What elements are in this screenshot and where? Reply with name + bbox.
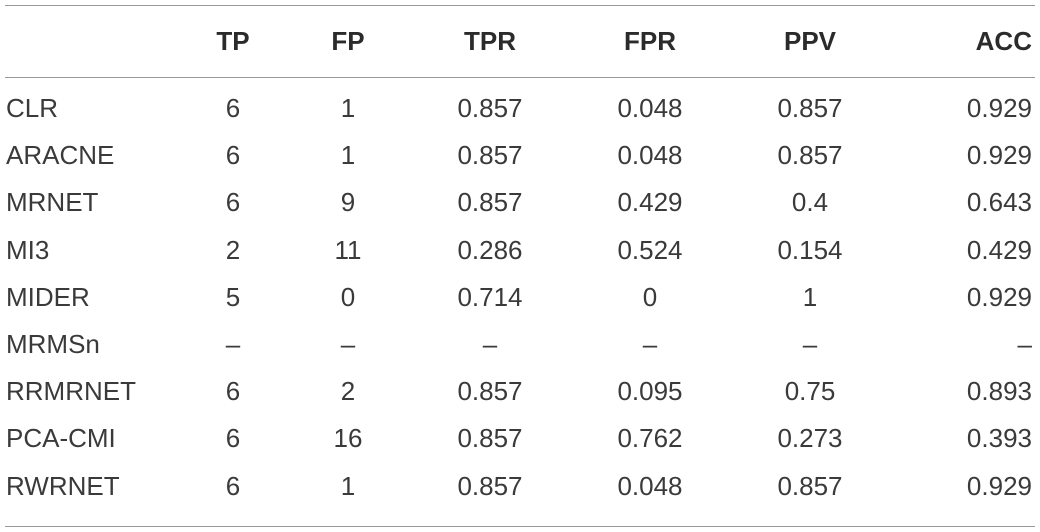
table-row: ARACNE 6 1 0.857 0.048 0.857 0.929 [0, 132, 1040, 179]
cell-acc: 0.643 [966, 187, 1032, 218]
table-row: CLR 6 1 0.857 0.048 0.857 0.929 [0, 77, 1040, 132]
cell-fpr: – [642, 329, 658, 360]
table-row: MI3 2 11 0.286 0.524 0.154 0.429 [0, 227, 1040, 274]
cell-method: RRMRNET [6, 376, 136, 407]
cell-fpr: 0.048 [617, 93, 683, 124]
table-row: RRMRNET 6 2 0.857 0.095 0.75 0.893 [0, 368, 1040, 415]
cell-fp: 11 [334, 234, 362, 265]
cell-fp: 2 [340, 376, 356, 407]
header-fpr: FPR [624, 26, 676, 56]
cell-tpr: 0.857 [457, 470, 523, 501]
table-header: TP FP TPR FPR PPV ACC [0, 6, 1040, 77]
cell-tp: 6 [225, 93, 241, 124]
cell-method: MRNET [6, 187, 99, 218]
cell-fp: 1 [340, 140, 356, 171]
cell-fp: 1 [340, 470, 356, 501]
header-row: TP FP TPR FPR PPV ACC [0, 6, 1040, 77]
cell-tpr: 0.857 [457, 93, 523, 124]
cell-fpr: 0.048 [617, 140, 683, 171]
cell-tp: 6 [225, 376, 241, 407]
cell-acc: 0.929 [966, 281, 1032, 312]
table-bottom-rule [5, 526, 1035, 527]
header-fp: FP [331, 26, 365, 56]
cell-tp: 6 [225, 470, 241, 501]
cell-ppv: 0.4 [791, 187, 829, 218]
cell-fpr: 0.095 [617, 376, 683, 407]
cell-method: ARACNE [6, 140, 115, 171]
cell-method: MIDER [6, 281, 90, 312]
cell-ppv: 0.154 [777, 234, 843, 265]
table-row: MIDER 5 0 0.714 0 1 0.929 [0, 274, 1040, 321]
cell-fp: 9 [340, 187, 356, 218]
table-body: CLR 6 1 0.857 0.048 0.857 0.929 ARACNE 6 1 0.857 0.… [0, 77, 1040, 510]
cell-tpr: 0.857 [457, 187, 523, 218]
cell-tpr: – [482, 329, 498, 360]
cell-fpr: 0.429 [617, 187, 683, 218]
cell-fp: 16 [333, 423, 363, 454]
cell-fp: 1 [340, 93, 356, 124]
table-row: MRMSn – – – – – – [0, 321, 1040, 368]
header-method [0, 6, 180, 77]
cell-fp: 0 [340, 281, 356, 312]
cell-tp: – [225, 329, 241, 360]
cell-ppv: 1 [802, 281, 818, 312]
table-header-rule [5, 77, 1035, 78]
cell-tpr: 0.857 [457, 376, 523, 407]
table-row: PCA-CMI 6 16 0.857 0.762 0.273 0.393 [0, 415, 1040, 462]
cell-tp: 6 [225, 187, 241, 218]
cell-ppv: 0.75 [784, 376, 836, 407]
cell-acc: 0.929 [966, 470, 1032, 501]
cell-fpr: 0.524 [617, 234, 683, 265]
results-table: TP FP TPR FPR PPV ACC CLR 6 1 0.857 0.048 0.8… [0, 6, 1040, 510]
cell-fpr: 0.762 [617, 423, 683, 454]
cell-acc: 0.893 [966, 376, 1032, 407]
cell-tp: 5 [225, 281, 241, 312]
cell-tp: 6 [225, 140, 241, 171]
cell-method: PCA-CMI [6, 423, 116, 454]
cell-tpr: 0.857 [457, 140, 523, 171]
cell-method: RWRNET [6, 470, 120, 501]
cell-acc: 0.929 [966, 140, 1032, 171]
cell-acc: 0.393 [966, 423, 1032, 454]
header-ppv: PPV [783, 26, 837, 56]
table-top-rule [5, 5, 1035, 6]
cell-tpr: 0.857 [457, 423, 523, 454]
cell-method: MI3 [6, 234, 50, 265]
cell-fp: – [340, 329, 356, 360]
table-row: MRNET 6 9 0.857 0.429 0.4 0.643 [0, 179, 1040, 226]
cell-ppv: 0.273 [777, 423, 843, 454]
header-tp: TP [216, 26, 250, 56]
cell-ppv: 0.857 [777, 140, 843, 171]
table-row: RWRNET 6 1 0.857 0.048 0.857 0.929 [0, 463, 1040, 510]
cell-tpr: 0.286 [457, 234, 523, 265]
cell-tp: 2 [225, 234, 241, 265]
cell-ppv: – [802, 329, 818, 360]
cell-fpr: 0 [642, 281, 658, 312]
cell-acc: – [1017, 329, 1032, 360]
cell-ppv: 0.857 [777, 93, 843, 124]
header-tpr: TPR [464, 26, 516, 56]
cell-tpr: 0.714 [457, 281, 523, 312]
header-acc: ACC [975, 26, 1032, 56]
cell-method: MRMSn [6, 329, 100, 360]
cell-ppv: 0.857 [777, 470, 843, 501]
cell-acc: 0.429 [966, 234, 1032, 265]
cell-fpr: 0.048 [617, 470, 683, 501]
cell-method: CLR [6, 93, 59, 124]
cell-tp: 6 [225, 423, 241, 454]
cell-acc: 0.929 [966, 93, 1032, 124]
